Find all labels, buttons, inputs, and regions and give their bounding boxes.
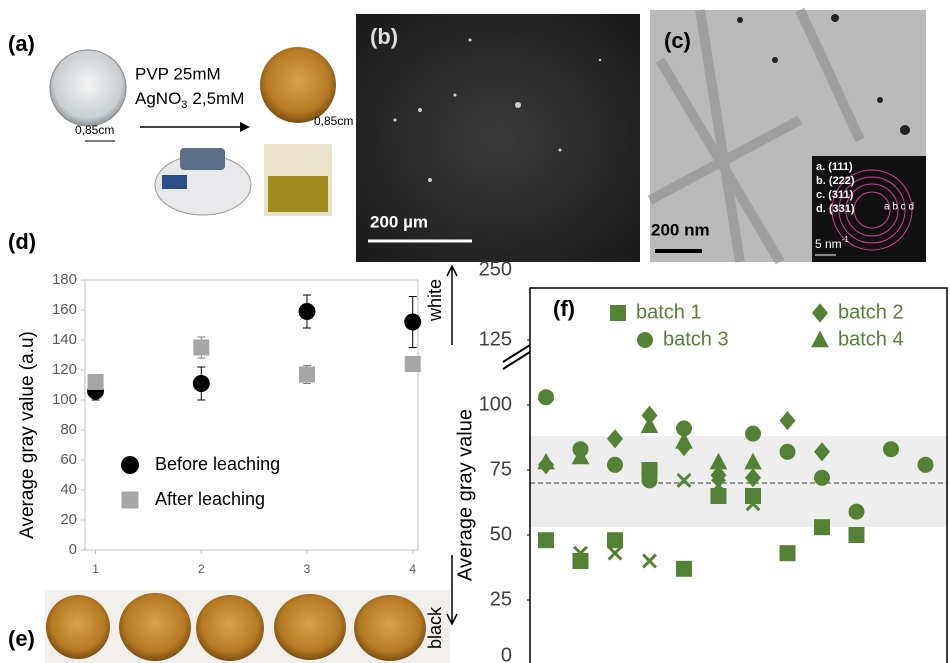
chart: 0 25 50 75 100 125 250 Average gray value white b… <box>425 258 948 663</box>
marker <box>641 416 659 433</box>
marker <box>676 561 692 577</box>
y-axis-title: Average gray value <box>454 409 476 581</box>
panel-label: (f) <box>553 296 575 321</box>
y-tick-label: 180 <box>52 271 77 288</box>
arrow-head <box>240 122 250 132</box>
scale-label: 0,85cm <box>75 123 114 137</box>
marker <box>814 519 830 535</box>
legend-marker <box>121 456 139 474</box>
y-tick-label: 80 <box>60 421 77 438</box>
marker <box>299 367 315 383</box>
y-tick-label: 50 <box>490 523 512 545</box>
axis-direction: white <box>425 279 445 322</box>
marker <box>193 340 209 356</box>
reagent-text: PVP 25mM <box>135 64 221 83</box>
y-tick-label: 120 <box>52 361 77 378</box>
marker <box>883 441 899 457</box>
legend-label: batch 2 <box>838 301 904 323</box>
vial-photo <box>264 144 332 216</box>
marker <box>299 303 316 320</box>
legend-label: After leaching <box>155 489 265 509</box>
y-tick-label: 160 <box>52 301 77 318</box>
inset-text: d. (331) <box>816 203 855 215</box>
figure: (a) 0,85cm PVP 25mM AgNO32,5mM 0,85cm (b… <box>0 0 950 663</box>
reagent-text: AgNO3 2,5mM <box>135 89 244 110</box>
marker <box>607 457 623 473</box>
legend-marker <box>812 303 828 322</box>
panel-label: (b) <box>370 24 398 49</box>
scale-label: 200 nm <box>651 220 710 239</box>
y-tick-label: 0 <box>69 541 77 558</box>
inset-text: c. (311) <box>816 189 854 201</box>
y-tick-label: 140 <box>52 331 77 348</box>
legend-label: batch 3 <box>663 328 729 350</box>
microwave-photo <box>155 148 251 215</box>
inset-text: a. (111) <box>816 161 853 173</box>
x-tick-label: 4 <box>409 562 416 576</box>
y-tick-label: 100 <box>52 391 77 408</box>
reagent-text: AgNO <box>135 89 181 108</box>
subscript: 3 <box>181 99 187 111</box>
y-tick-label: 60 <box>60 451 77 468</box>
arrow <box>447 266 457 345</box>
sample-photo <box>260 47 336 123</box>
marker <box>814 470 830 486</box>
x-tick-label: 1 <box>92 562 99 576</box>
marker <box>918 457 934 473</box>
marker <box>745 488 761 504</box>
legend-marker <box>637 332 653 348</box>
y-tick-label: 20 <box>60 511 77 528</box>
marker <box>780 411 796 430</box>
legend-label: batch 4 <box>838 328 904 350</box>
marker <box>745 426 761 442</box>
marker <box>849 527 865 543</box>
x-tick-label: 3 <box>304 562 311 576</box>
y-tick-label: 125 <box>479 328 512 350</box>
y-tick-label: 40 <box>60 481 77 498</box>
marker <box>538 389 554 405</box>
y-axis-title: Average gray value (a.u) <box>17 331 38 539</box>
y-tick-label: 250 <box>479 258 512 280</box>
marker <box>573 553 589 569</box>
marker <box>609 547 622 560</box>
marker <box>538 532 554 548</box>
marker <box>643 555 656 568</box>
reagent-text: 2,5mM <box>192 89 244 108</box>
plot-frame <box>85 280 418 550</box>
marker <box>780 444 796 460</box>
y-tick-label: 25 <box>490 588 512 610</box>
legend-marker <box>811 330 829 347</box>
legend-label: Before leaching <box>155 454 280 474</box>
x-tick-label: 2 <box>198 562 205 576</box>
marker <box>193 375 210 392</box>
panel-label: (d) <box>8 229 36 254</box>
marker <box>88 374 104 390</box>
legend-marker <box>122 492 139 509</box>
marker <box>405 356 421 372</box>
inset-text: b. (222) <box>816 175 855 187</box>
panel-label: (a) <box>8 31 35 56</box>
chart: 0 20 40 60 80 100 120 140 160 180 1 2 3 4 Average gray… <box>17 271 421 576</box>
legend-label: batch 1 <box>636 301 702 323</box>
panel-label: (e) <box>8 626 35 651</box>
panel-label: (c) <box>664 28 691 53</box>
y-tick-label: 100 <box>479 393 512 415</box>
sample-photos <box>45 590 450 663</box>
legend-marker <box>610 305 626 321</box>
ring-labels: a b c d <box>884 202 914 213</box>
marker <box>780 545 796 561</box>
sample-photo <box>50 50 126 126</box>
marker <box>404 314 421 331</box>
scale-label: 0,85cm <box>314 114 353 128</box>
axis-direction: black <box>425 606 445 649</box>
marker <box>849 504 865 520</box>
marker <box>607 532 623 548</box>
y-tick-label: 0 <box>501 644 512 663</box>
superscript: -1 <box>842 235 850 244</box>
y-tick-label: 75 <box>490 458 512 480</box>
marker <box>642 472 658 488</box>
scale-label: 200 µm <box>370 212 428 231</box>
scale-label: 5 nm <box>815 237 842 251</box>
